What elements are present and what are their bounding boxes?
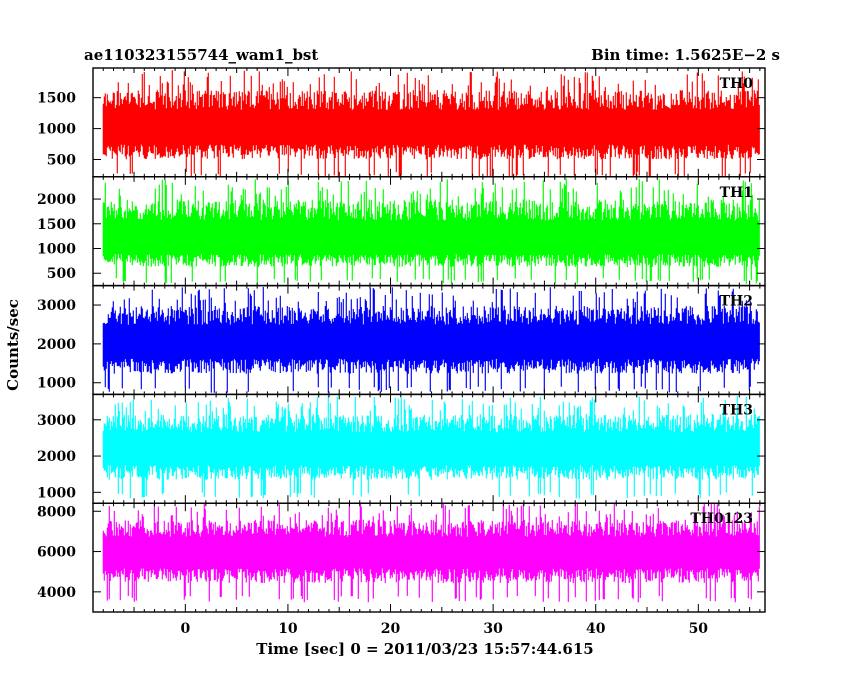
panel-label-th3: TH3 [720, 402, 753, 418]
y-tick-label: 4000 [37, 585, 76, 601]
y-tick-label: 3000 [37, 298, 76, 314]
panel-th3: 1000 2000 3000 TH3 [37, 393, 766, 504]
y-tick-label: 8000 [37, 504, 76, 520]
y-tick-label: 3000 [37, 413, 76, 429]
panel-th1: 500 1000 1500 2000 TH1 [37, 176, 766, 287]
x-tick-label: 30 [483, 621, 503, 637]
x-axis: 0 10 20 30 40 50 [180, 621, 708, 637]
y-tick-label: 2000 [37, 337, 76, 353]
x-tick-label: 10 [278, 621, 298, 637]
bin-time-label: Bin time: 1.5625E−2 s [591, 46, 780, 64]
panel-th0: 500 1000 1500 TH0 [37, 67, 766, 178]
series-th2 [102, 287, 760, 393]
y-tick-label: 2000 [37, 192, 76, 208]
x-axis-label: Time [sec] 0 = 2011/03/23 15:57:44.615 [256, 640, 593, 658]
series-th0123 [102, 503, 760, 603]
panel-label-th0: TH0 [720, 76, 754, 92]
panel-th0123: 4000 6000 8000 TH0123 [37, 502, 766, 613]
y-tick-label: 1000 [37, 242, 76, 258]
y-tick-label: 2000 [37, 449, 76, 465]
y-tick-label: 1000 [37, 485, 76, 501]
y-tick-label: 500 [47, 266, 76, 282]
panel-th2: 1000 2000 3000 TH2 [37, 284, 766, 396]
y-axis-label: Counts/sec [4, 299, 22, 391]
panels: 500 1000 1500 TH0 500 1000 1500 2000 TH1 1000 2000… [37, 67, 766, 613]
y-tick-label: 1500 [37, 217, 76, 233]
y-tick-label: 6000 [37, 545, 76, 561]
series-th3 [102, 395, 760, 499]
chart-title: ae110323155744_wam1_bst [84, 46, 318, 64]
panel-label-th1: TH1 [720, 185, 753, 201]
y-tick-label: 1000 [37, 122, 76, 138]
x-tick-label: 0 [180, 621, 190, 637]
x-tick-label: 40 [586, 621, 606, 637]
x-tick-label: 20 [381, 621, 401, 637]
panel-label-th2: TH2 [720, 294, 753, 310]
panel-frame [92, 502, 766, 613]
panel-label-th0123: TH0123 [690, 511, 753, 527]
y-tick-label: 500 [47, 152, 76, 168]
x-tick-label: 50 [689, 621, 709, 637]
series-th1 [102, 178, 760, 284]
y-tick-label: 1500 [37, 91, 76, 107]
series-th0 [102, 70, 760, 177]
y-tick-label: 1000 [37, 376, 76, 392]
